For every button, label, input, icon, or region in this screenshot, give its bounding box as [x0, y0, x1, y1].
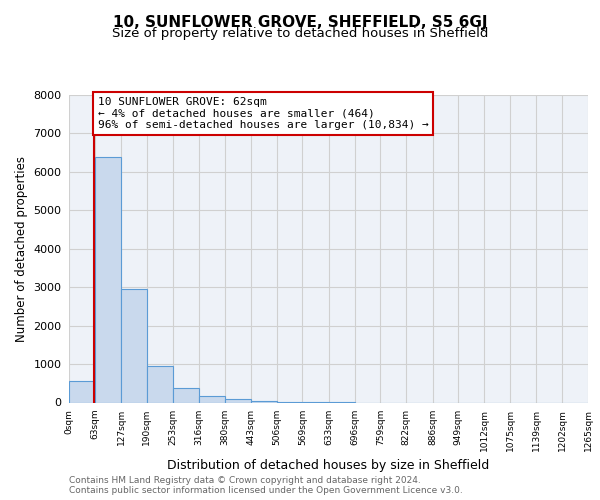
Bar	[199, 396, 225, 402]
Bar	[69, 382, 95, 402]
Bar	[173, 388, 199, 402]
Bar	[147, 366, 173, 403]
Bar	[95, 156, 121, 402]
Text: Contains HM Land Registry data © Crown copyright and database right 2024.
Contai: Contains HM Land Registry data © Crown c…	[69, 476, 463, 495]
Text: 10, SUNFLOWER GROVE, SHEFFIELD, S5 6GJ: 10, SUNFLOWER GROVE, SHEFFIELD, S5 6GJ	[113, 15, 487, 30]
Text: Size of property relative to detached houses in Sheffield: Size of property relative to detached ho…	[112, 28, 488, 40]
X-axis label: Distribution of detached houses by size in Sheffield: Distribution of detached houses by size …	[167, 459, 490, 472]
Bar	[121, 289, 147, 403]
Y-axis label: Number of detached properties: Number of detached properties	[14, 156, 28, 342]
Bar	[225, 400, 251, 402]
Text: 10 SUNFLOWER GROVE: 62sqm
← 4% of detached houses are smaller (464)
96% of semi-: 10 SUNFLOWER GROVE: 62sqm ← 4% of detach…	[98, 97, 428, 130]
